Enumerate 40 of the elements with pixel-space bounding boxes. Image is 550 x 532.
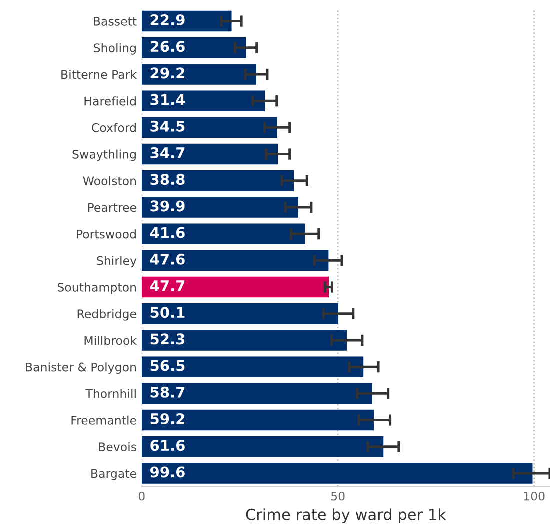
y-tick-label: Banister & Polygon (26, 362, 136, 374)
y-tick-label: Peartree (88, 203, 136, 212)
y-tick-label: Swaythling (72, 150, 136, 162)
data-label: 59.2 (150, 413, 184, 425)
y-tick-label: Millbrook (84, 336, 138, 346)
data-label: 99.6 (150, 466, 185, 478)
y-tick-label: Thornhill (86, 389, 136, 398)
y-tick-label: Southampton (58, 282, 136, 294)
data-label: 52.3 (150, 334, 185, 345)
y-tick-label: Sholing (94, 43, 136, 55)
x-tick-label: 100 (524, 492, 545, 501)
data-label: 29.2 (150, 68, 184, 79)
data-label: 41.6 (150, 227, 185, 238)
y-tick-label: Coxford (92, 123, 136, 132)
data-label: 56.5 (150, 360, 185, 372)
y-tick-label: Redbridge (78, 309, 136, 321)
data-label: 22.9 (150, 14, 185, 26)
y-tick-label: Bargate (92, 469, 136, 480)
x-axis-title: Crime rate by ward per 1k (246, 508, 446, 524)
data-label: 34.7 (150, 147, 185, 159)
data-label: 47.6 (150, 254, 185, 265)
y-tick-label: Shirley (97, 256, 137, 268)
data-label: 38.8 (150, 174, 185, 186)
data-label: 31.4 (150, 94, 186, 106)
y-tick-label: Woolston (83, 176, 136, 186)
data-label: 50.1 (150, 307, 185, 318)
y-tick-label: Bevois (99, 442, 136, 452)
y-tick-label: Portswood (77, 230, 136, 239)
y-tick-label: Freemantle (72, 416, 136, 425)
x-tick-label: 50 (332, 492, 345, 501)
data-label: 34.5 (150, 120, 185, 132)
y-tick-label: Harefield (84, 96, 136, 106)
y-tick-label: Bassett (94, 17, 137, 26)
data-label: 61.6 (150, 440, 185, 452)
x-tick-label: 0 (138, 492, 145, 501)
data-label: 39.9 (150, 200, 185, 212)
y-tick-label: Bitterne Park (62, 70, 138, 80)
data-label: 47.7 (150, 280, 185, 292)
data-label: 58.7 (150, 386, 185, 398)
data-label: 26.6 (150, 41, 185, 52)
